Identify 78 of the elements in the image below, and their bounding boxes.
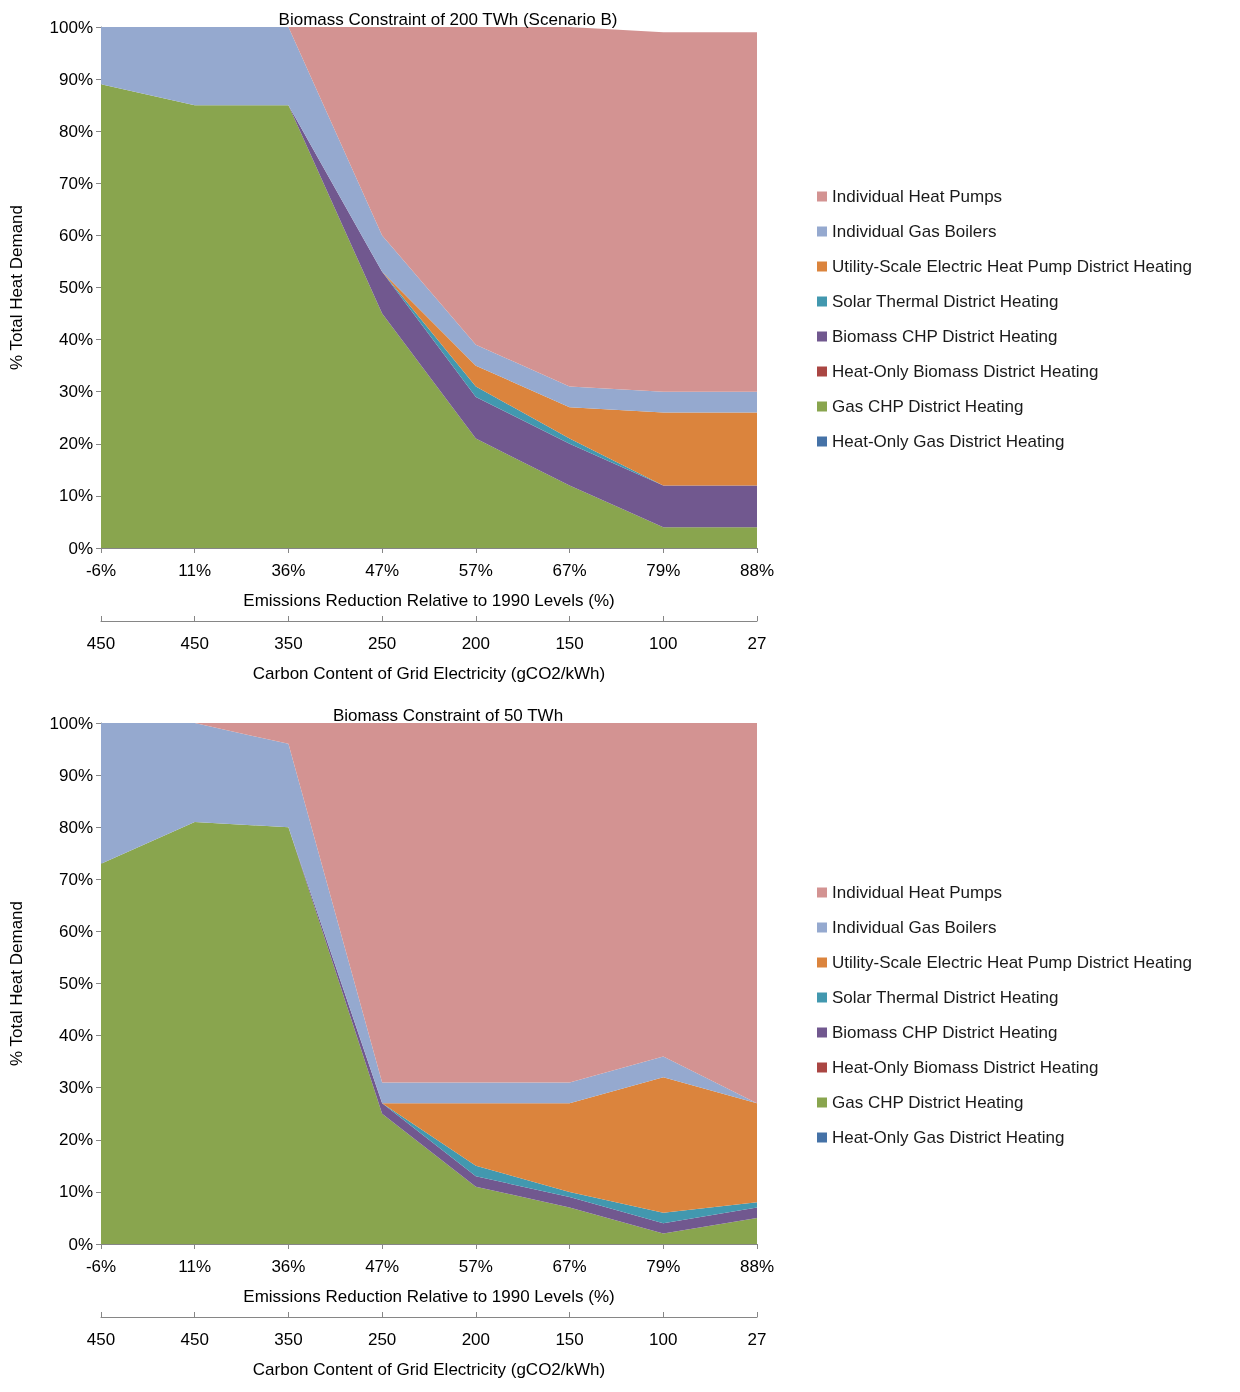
y-tick-label: 70% [58, 173, 93, 193]
annotation: 250 [367, 1330, 397, 1349]
chart-title: Biomass Constraint of 200 TWh (Scenario B) [278, 10, 618, 29]
annotation: 27 [747, 1330, 767, 1349]
y-tick-label: 90% [58, 765, 93, 785]
annotation: 200 [461, 1330, 491, 1349]
legend-label: Heat-Only Biomass District Heating [832, 362, 1099, 381]
legend-label: Solar Thermal District Heating [832, 988, 1059, 1007]
y-tick-label: 20% [58, 434, 93, 454]
x-tick-label: 57% [458, 1257, 493, 1276]
x-tick-label: 57% [458, 561, 493, 580]
legend-label: Heat-Only Biomass District Heating [832, 1058, 1099, 1077]
x2-axis-title: Carbon Content of Grid Electricity (gCO2/kWh) [252, 664, 606, 683]
legend-label: Biomass CHP District Heating [832, 1023, 1058, 1042]
legend-label: Gas CHP District Heating [832, 397, 1024, 416]
annotation: 150 [555, 634, 584, 653]
annotation: 350 [274, 1330, 303, 1349]
annotation: 200 [461, 634, 491, 653]
y-tick-label: 40% [58, 1026, 93, 1046]
y-axis-title: % Total Heat Demand [7, 204, 26, 371]
legend-label: Individual Heat Pumps [832, 883, 1003, 902]
annotation: 100 [649, 1330, 678, 1349]
x-tick-label: 67% [552, 1257, 587, 1276]
annotation: 27 [747, 634, 767, 653]
annotation: 250 [367, 634, 397, 653]
legend-label: Individual Gas Boilers [832, 222, 997, 241]
annotation: 450 [180, 1330, 209, 1349]
legend-label: Heat-Only Gas District Heating [832, 432, 1065, 451]
y-tick-label: 40% [58, 330, 93, 350]
legend-label: Utility-Scale Electric Heat Pump District Heating [832, 257, 1192, 276]
annotation: 450 [86, 634, 116, 653]
annotation: 450 [86, 1330, 116, 1349]
x-tick-label: 11% [178, 561, 212, 580]
y-tick-label: 30% [58, 382, 93, 402]
legend-label: Individual Heat Pumps [832, 187, 1003, 206]
annotation: 450 [180, 634, 209, 653]
x-tick-label: 88% [739, 561, 775, 580]
y-tick-label: 0% [68, 538, 93, 558]
annotation: 350 [274, 634, 303, 653]
y-tick-label: 70% [58, 869, 93, 889]
x-tick-label: -6% [85, 1257, 117, 1276]
y-tick-label: 60% [58, 225, 93, 245]
chart-title: Biomass Constraint of 50 TWh [332, 706, 564, 725]
y-tick-label: 50% [58, 974, 93, 993]
x-axis-title: Emissions Reduction Relative to 1990 Levels (%) [243, 591, 615, 610]
x-tick-label: 47% [365, 561, 400, 580]
legend-label: Solar Thermal District Heating [832, 292, 1059, 311]
x-tick-label: 36% [271, 1257, 306, 1276]
legend-label: Heat-Only Gas District Heating [832, 1128, 1065, 1147]
y-tick-label: 0% [68, 1234, 93, 1254]
x-tick-label: -6% [85, 561, 117, 580]
legend-label: Biomass CHP District Heating [832, 327, 1058, 346]
y-tick-label: 100% [49, 17, 93, 37]
y-tick-label: 10% [58, 486, 93, 506]
x2-axis-title: Carbon Content of Grid Electricity (gCO2/kWh) [252, 1360, 606, 1379]
x-tick-label: 67% [552, 561, 587, 580]
y-axis-title: % Total Heat Demand [7, 900, 26, 1067]
y-tick-label: 20% [58, 1130, 93, 1150]
x-tick-label: 79% [646, 1257, 681, 1276]
x-tick-label: 47% [365, 1257, 400, 1276]
legend-label: Gas CHP District Heating [832, 1093, 1024, 1112]
x-tick-label: 88% [739, 1257, 775, 1276]
x-tick-label: 11% [178, 1257, 212, 1276]
annotation: 100 [649, 634, 678, 653]
y-tick-label: 30% [58, 1078, 93, 1098]
y-tick-label: 60% [58, 921, 93, 941]
legend-label: Utility-Scale Electric Heat Pump District Heating [832, 953, 1192, 972]
y-tick-label: 80% [58, 121, 93, 141]
y-tick-label: 10% [58, 1182, 93, 1202]
legend-label: Individual Gas Boilers [832, 918, 997, 937]
x-tick-label: 79% [646, 561, 681, 580]
y-tick-label: 50% [58, 278, 93, 297]
y-tick-label: 90% [58, 69, 93, 89]
y-tick-label: 100% [49, 713, 93, 733]
x-axis-title: Emissions Reduction Relative to 1990 Levels (%) [243, 1287, 615, 1306]
annotation: 150 [555, 1330, 584, 1349]
y-tick-label: 80% [58, 817, 93, 837]
x-tick-label: 36% [271, 561, 306, 580]
